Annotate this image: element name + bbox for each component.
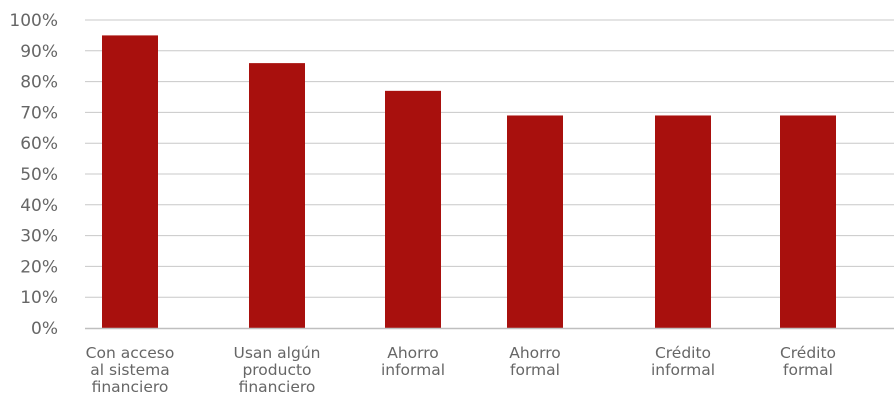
x-category-label-line: producto <box>242 361 311 379</box>
y-tick-label: 10% <box>20 288 58 308</box>
x-category-label-line: Crédito <box>655 344 711 362</box>
y-tick-label: 30% <box>20 227 58 247</box>
x-category-label-line: Ahorro <box>509 344 561 362</box>
bar <box>655 115 711 328</box>
x-category-label-line: financiero <box>92 378 169 396</box>
y-tick-label: 40% <box>20 196 58 216</box>
y-tick-label: 100% <box>9 11 58 31</box>
bar <box>385 90 441 328</box>
y-axis-tick-labels: 0% 10% 20% 30% 40% 50% 60% 70% 80% 90% 100% <box>9 11 58 339</box>
x-category-label-line: informal <box>381 361 445 379</box>
x-category-label-line: Crédito <box>780 344 836 362</box>
x-category-label-line: informal <box>651 361 715 379</box>
x-category-label-line: Usan algún <box>234 344 321 362</box>
x-category-label-line: formal <box>783 361 833 379</box>
x-category-label-line: Ahorro <box>387 344 439 362</box>
y-tick-label: 50% <box>20 165 58 185</box>
bars <box>102 35 836 329</box>
x-category-label-line: al sistema <box>90 361 169 379</box>
bar <box>249 63 305 329</box>
gridlines <box>85 19 894 298</box>
bar <box>780 115 836 328</box>
x-category-label-line: Con acceso <box>86 344 175 362</box>
y-tick-label: 20% <box>20 257 58 277</box>
x-category-label-line: financiero <box>239 378 316 396</box>
x-category-label-line: formal <box>510 361 560 379</box>
bar <box>507 115 563 328</box>
y-tick-label: 0% <box>31 319 58 339</box>
y-tick-label: 90% <box>20 42 58 62</box>
y-tick-label: 70% <box>20 103 58 123</box>
bar <box>102 35 158 329</box>
y-tick-label: 80% <box>20 73 58 93</box>
y-tick-label: 60% <box>20 134 58 154</box>
